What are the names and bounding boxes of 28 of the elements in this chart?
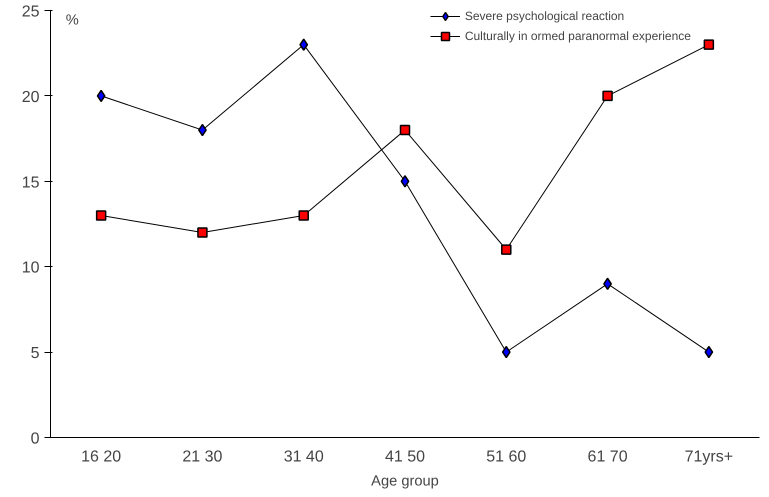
y-tick-label: 10 <box>22 260 40 277</box>
y-tick-label: 25 <box>22 4 40 20</box>
x-tick-label: 16 20 <box>81 448 122 466</box>
point <box>96 210 106 221</box>
y-tick-label: 20 <box>22 88 40 106</box>
point <box>197 227 208 238</box>
point <box>704 39 714 50</box>
x-tick-label: 61 70 <box>588 448 628 466</box>
x-tick-label: 31 40 <box>284 448 324 466</box>
x-tick-label: 41 50 <box>384 448 426 466</box>
point <box>96 90 106 102</box>
point <box>704 346 714 358</box>
x-tick-label: 21 30 <box>182 448 223 466</box>
point <box>298 210 309 221</box>
point <box>502 346 511 358</box>
point <box>501 244 512 255</box>
y-tick-label: 5 <box>30 345 40 362</box>
legend-label: Culturally in ormed paranormal experience <box>464 29 691 43</box>
y-tick-label: 0 <box>30 430 40 448</box>
point <box>602 90 613 102</box>
x-tick-label: 51 60 <box>486 448 526 466</box>
y-axis-title: % <box>66 12 79 28</box>
x-axis-title: Age group <box>371 474 439 490</box>
x-tick-label: 71yrs+ <box>684 448 734 466</box>
legend-label: Severe psychological reaction <box>464 9 624 23</box>
point <box>400 124 410 136</box>
y-tick-label: 15 <box>22 174 40 192</box>
point <box>299 38 308 51</box>
